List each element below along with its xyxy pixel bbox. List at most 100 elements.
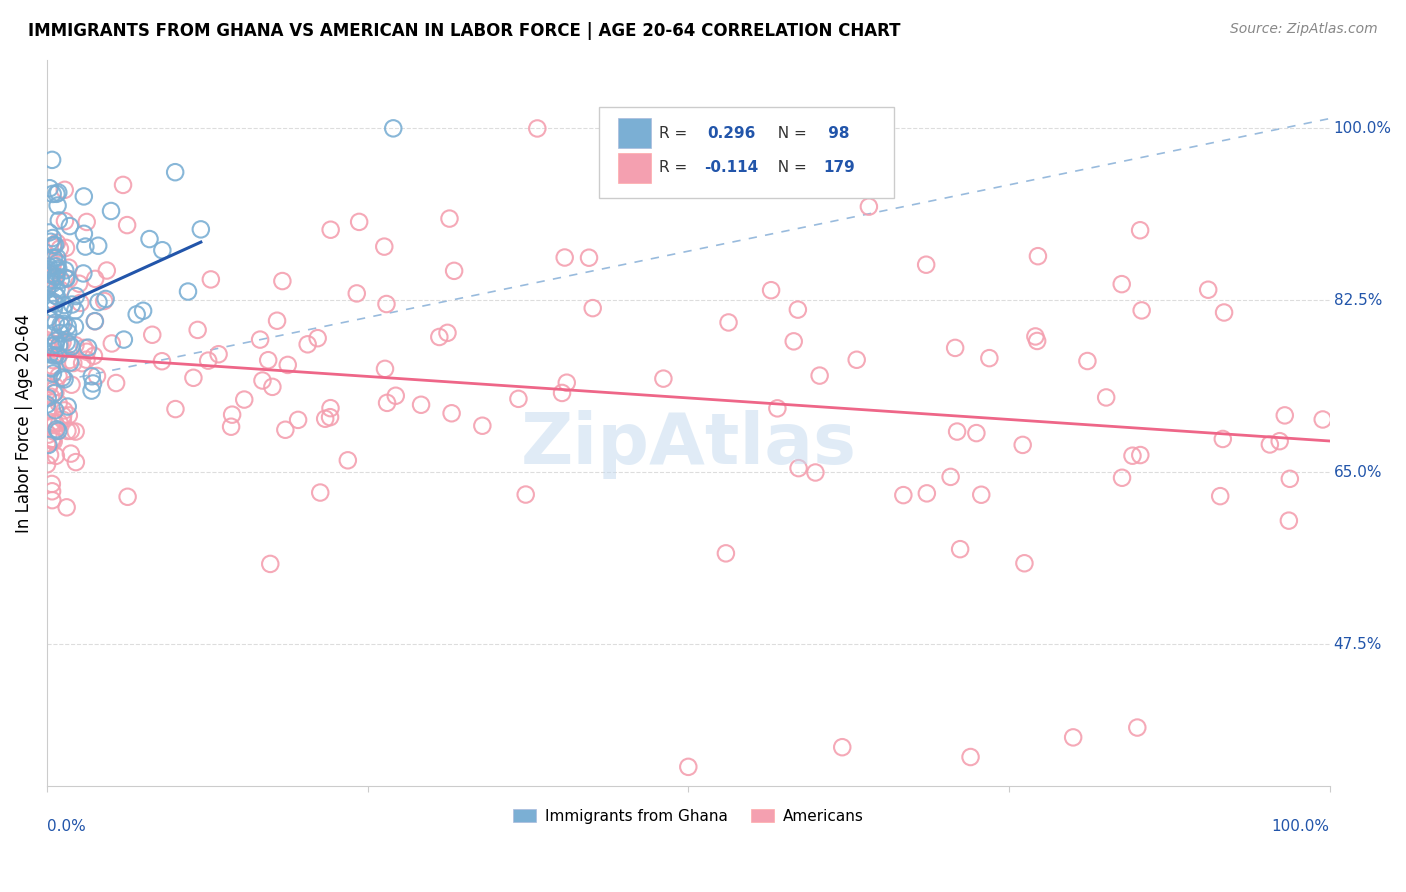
Point	[165, 165, 187, 179]
Point	[1312, 412, 1334, 426]
Point	[314, 411, 336, 425]
Point	[1212, 432, 1234, 446]
Point	[59, 424, 82, 438]
Point	[39, 328, 62, 343]
Point	[652, 371, 675, 385]
Point	[783, 334, 806, 349]
Point	[141, 327, 163, 342]
Point	[44, 288, 66, 302]
Point	[49, 318, 72, 332]
Point	[41, 231, 63, 245]
Point	[73, 227, 96, 241]
Point	[55, 500, 77, 515]
Point	[39, 448, 62, 462]
Point	[73, 341, 96, 355]
Point	[53, 183, 76, 197]
FancyBboxPatch shape	[617, 118, 651, 148]
Point	[38, 380, 60, 394]
Point	[949, 542, 972, 557]
Point	[105, 376, 128, 390]
Point	[125, 307, 148, 321]
Point	[150, 354, 173, 368]
Point	[45, 186, 67, 201]
Point	[75, 239, 97, 253]
Point	[427, 330, 450, 344]
Point	[41, 258, 63, 272]
Text: 98: 98	[823, 126, 849, 141]
Point	[37, 341, 59, 355]
Point	[53, 372, 76, 386]
Point	[946, 425, 969, 439]
Point	[51, 370, 73, 384]
Point	[60, 377, 83, 392]
Point	[319, 410, 342, 425]
Point	[38, 271, 60, 285]
Point	[257, 353, 280, 368]
Point	[80, 384, 103, 398]
Point	[46, 261, 69, 276]
Point	[44, 238, 66, 252]
Point	[297, 337, 319, 351]
Point	[70, 356, 93, 370]
Point	[46, 186, 69, 200]
Point	[41, 186, 63, 201]
Point	[858, 200, 880, 214]
Point	[42, 301, 65, 316]
FancyBboxPatch shape	[617, 153, 651, 183]
Point	[373, 239, 395, 253]
Point	[39, 360, 62, 375]
Point	[93, 293, 115, 308]
Point	[76, 215, 98, 229]
Point	[165, 402, 187, 417]
Point	[384, 389, 406, 403]
Point	[526, 121, 548, 136]
Point	[347, 215, 370, 229]
Point	[766, 401, 789, 416]
Point	[46, 424, 69, 438]
Point	[221, 408, 243, 422]
Point	[41, 415, 63, 429]
Point	[59, 447, 82, 461]
Point	[578, 251, 600, 265]
Point	[187, 323, 209, 337]
Point	[1278, 514, 1301, 528]
Point	[41, 434, 63, 448]
Point	[37, 279, 59, 293]
Point	[150, 244, 173, 258]
Point	[1026, 249, 1049, 263]
Point	[41, 432, 63, 446]
Point	[200, 272, 222, 286]
Point	[252, 374, 274, 388]
Point	[633, 161, 655, 176]
Text: 0.0%: 0.0%	[46, 819, 86, 834]
Point	[970, 488, 993, 502]
Point	[46, 198, 69, 212]
Point	[939, 470, 962, 484]
Point	[786, 302, 808, 317]
Point	[1278, 472, 1301, 486]
Point	[37, 266, 59, 280]
Point	[53, 263, 76, 277]
Point	[38, 377, 60, 392]
Point	[1258, 437, 1281, 451]
Text: 65.0%: 65.0%	[1333, 465, 1382, 480]
Point	[41, 268, 63, 282]
Text: N =: N =	[768, 126, 811, 141]
Point	[86, 369, 108, 384]
Point	[915, 258, 938, 272]
Point	[100, 204, 122, 219]
Point	[551, 386, 574, 401]
Point	[53, 298, 76, 312]
Point	[39, 390, 62, 404]
Point	[375, 297, 398, 311]
Point	[1274, 409, 1296, 423]
Point	[73, 189, 96, 203]
Point	[965, 426, 987, 441]
Point	[69, 296, 91, 310]
Point	[48, 369, 70, 384]
Point	[41, 484, 63, 499]
Point	[439, 211, 461, 226]
Point	[46, 263, 69, 277]
Point	[58, 337, 80, 351]
Point	[48, 396, 70, 410]
